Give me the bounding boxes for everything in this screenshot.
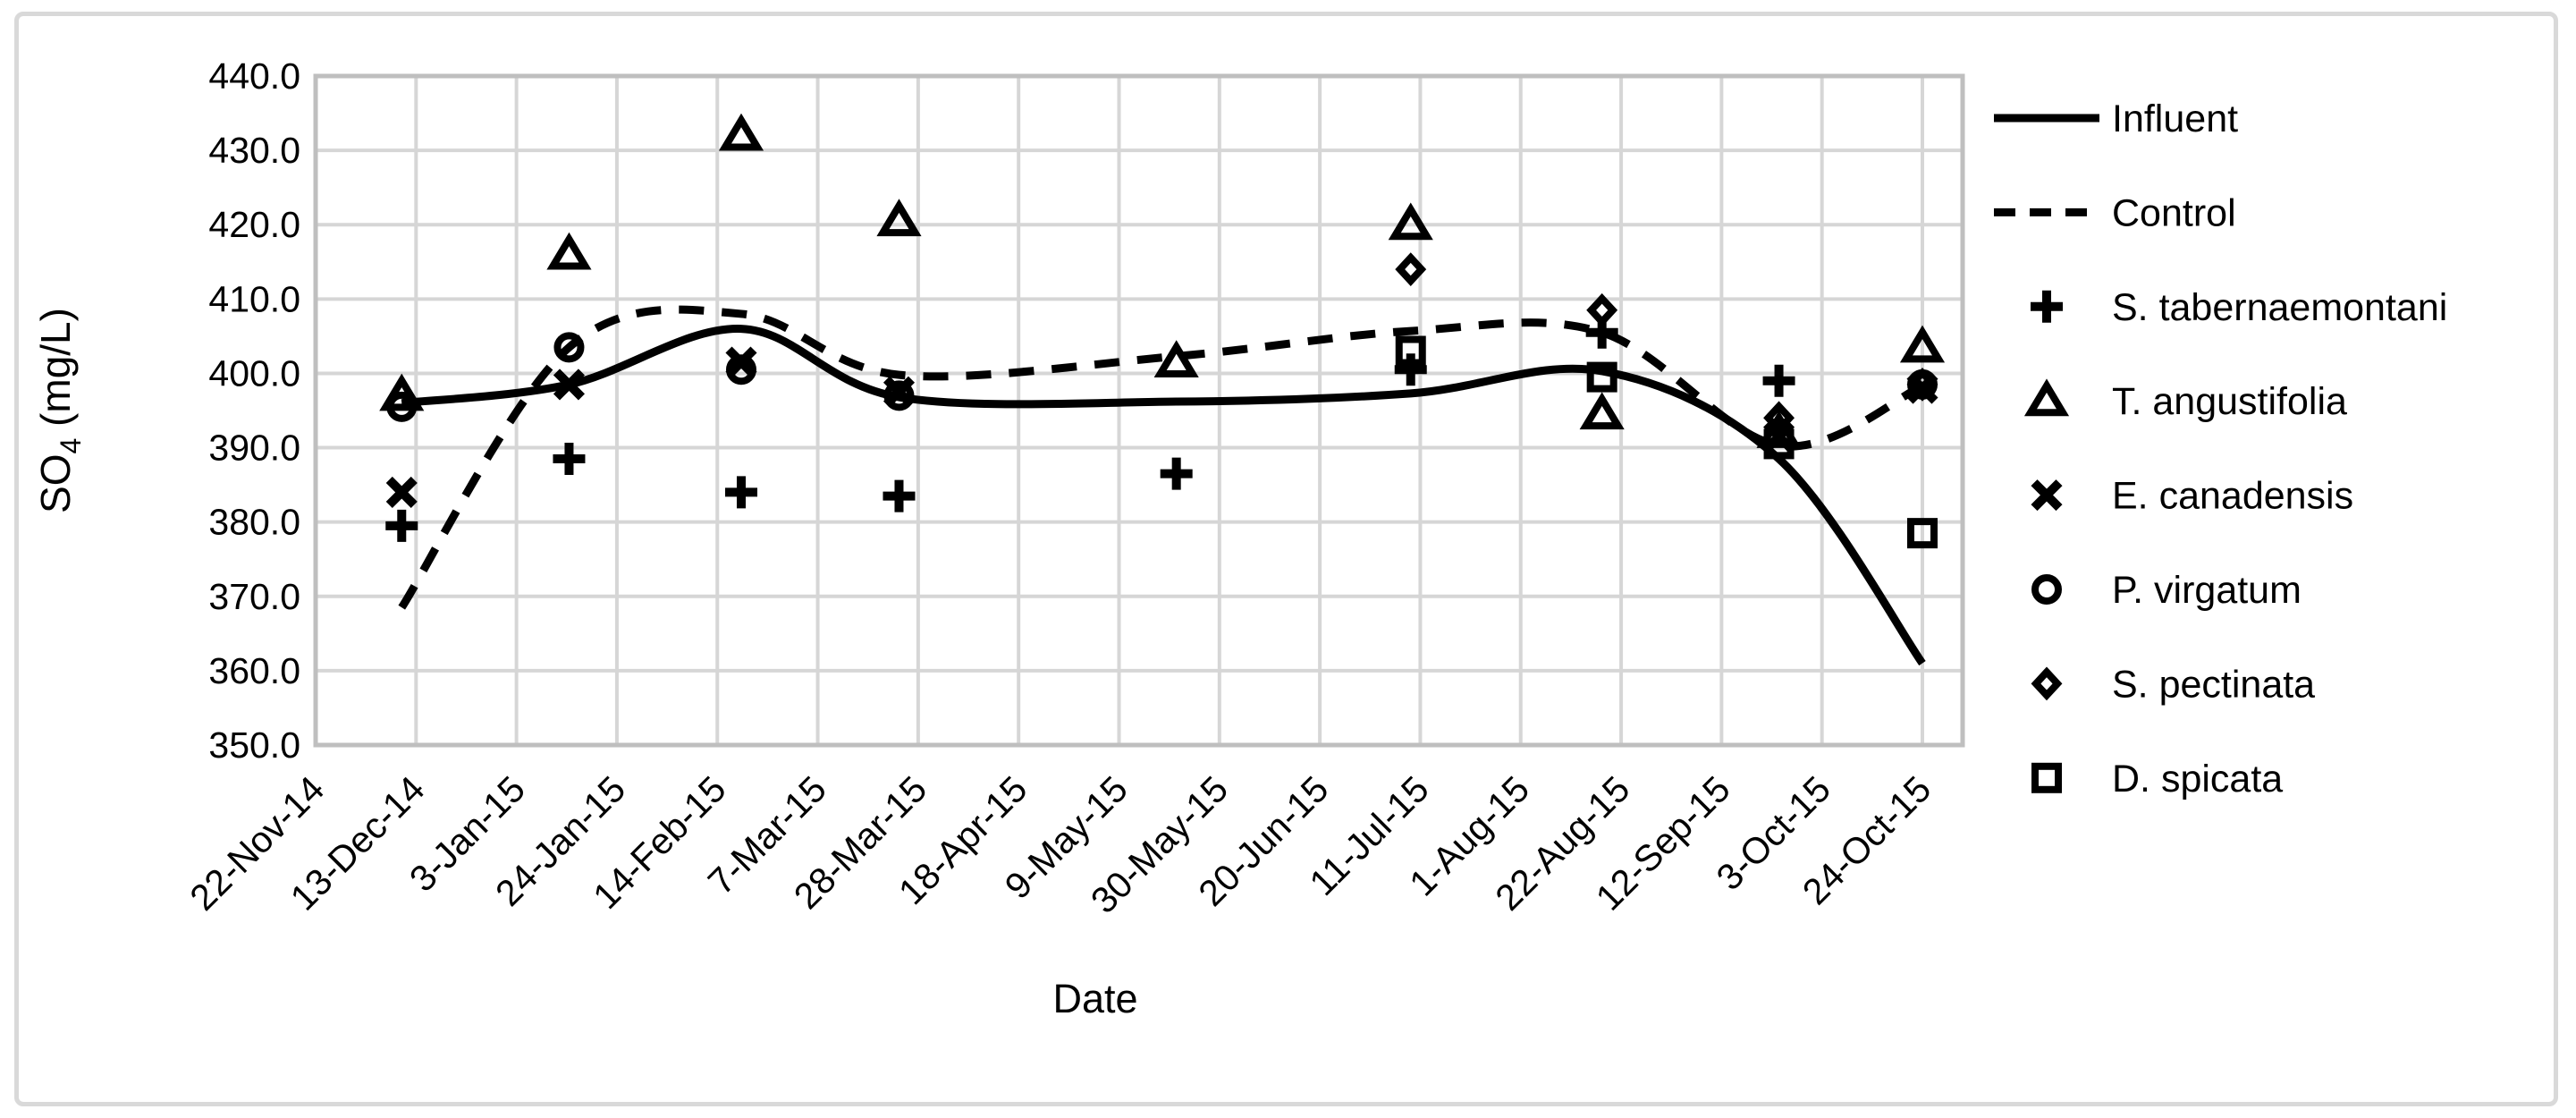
triangle-marker-icon xyxy=(546,232,592,270)
diamond-marker-icon xyxy=(2031,666,2063,701)
legend-item-control: Control xyxy=(1994,191,2236,234)
y-tick-label: 400.0 xyxy=(208,352,300,394)
square-marker-icon xyxy=(1586,361,1617,393)
legend-label: Influent xyxy=(2112,97,2238,140)
plus-marker-icon xyxy=(724,476,757,509)
triangle-marker-icon xyxy=(379,373,425,411)
triangle-marker-icon xyxy=(1899,325,1946,363)
plus-marker-icon xyxy=(2031,290,2063,323)
y-tick-label: 360.0 xyxy=(208,650,300,691)
y-tick-label: 350.0 xyxy=(208,724,300,766)
legend-item-s-pectinata: S. pectinata xyxy=(2031,663,2315,706)
square-marker-icon xyxy=(2031,762,2062,793)
circle-marker-icon xyxy=(553,332,585,363)
plus-marker-icon xyxy=(385,509,418,542)
legend-item-s-tabernaemontani: S. tabernaemontani xyxy=(2031,286,2447,329)
plot-border xyxy=(313,73,1965,748)
series-d-spicata xyxy=(1395,335,1938,549)
y-tick-label: 370.0 xyxy=(208,576,300,617)
series-s-tabernaemontani xyxy=(385,316,1795,542)
legend-label: S. tabernaemontani xyxy=(2112,286,2447,329)
y-tick-label: 420.0 xyxy=(208,204,300,245)
legend: Influent Control S. tabernaemontani T. angu… xyxy=(1994,97,2447,800)
triangle-marker-icon xyxy=(1153,340,1199,377)
circle-marker-icon xyxy=(883,380,915,411)
legend-item-e-canadensis: E. canadensis xyxy=(2031,475,2353,518)
circle-marker-icon xyxy=(725,354,756,385)
y-tick-label: 410.0 xyxy=(208,278,300,319)
legend-label: Control xyxy=(2112,191,2236,234)
x-axis-tick-labels: 22-Nov-1413-Dec-143-Jan-1524-Jan-1514-Fe… xyxy=(182,768,1938,921)
square-marker-icon xyxy=(1763,428,1795,460)
plus-marker-icon xyxy=(1394,353,1427,386)
legend-label: E. canadensis xyxy=(2112,475,2353,518)
circle-marker-icon xyxy=(386,391,418,422)
legend-item-influent: Influent xyxy=(1994,97,2238,140)
square-marker-icon xyxy=(1395,335,1426,367)
y-tick-label: 430.0 xyxy=(208,130,300,171)
control-line xyxy=(398,305,1924,610)
y-axis-tick-labels: 440.0 430.0 420.0 410.0 400.0 390.0 380.0 370.0… xyxy=(208,55,300,766)
legend-item-t-angustifolia: T. angustifolia xyxy=(2023,378,2347,423)
plus-marker-icon xyxy=(1160,457,1193,490)
influent-line xyxy=(401,325,1926,666)
diamond-marker-icon xyxy=(1586,292,1618,327)
legend-item-d-spicata: D. spicata xyxy=(2031,758,2283,800)
y-axis-title: SO4 (mg/L) xyxy=(32,308,87,513)
x-marker-icon xyxy=(2031,479,2063,512)
y-tick-label: 380.0 xyxy=(208,502,300,543)
x-marker-icon xyxy=(385,476,418,508)
y-tick-label: 440.0 xyxy=(208,55,300,97)
triangle-marker-icon xyxy=(2023,378,2070,417)
legend-label: S. pectinata xyxy=(2112,663,2315,706)
triangle-marker-icon xyxy=(1579,392,1625,430)
legend-label: P. virgatum xyxy=(2112,569,2302,612)
diamond-marker-icon xyxy=(1906,368,1938,402)
plus-marker-icon xyxy=(553,443,586,476)
triangle-marker-icon xyxy=(876,199,922,237)
legend-label: T. angustifolia xyxy=(2112,380,2347,423)
x-marker-icon xyxy=(553,368,585,401)
y-tick-label: 390.0 xyxy=(208,428,300,469)
square-marker-icon xyxy=(1907,518,1938,549)
legend-item-p-virgatum: P. virgatum xyxy=(2031,569,2302,612)
triangle-marker-icon xyxy=(718,113,764,151)
x-axis-title: Date xyxy=(1052,976,1137,1021)
plus-marker-icon xyxy=(1762,364,1795,397)
plus-marker-icon xyxy=(883,479,916,512)
diamond-marker-icon xyxy=(1395,252,1427,286)
circle-marker-icon xyxy=(2031,574,2062,605)
series-s-pectinata xyxy=(1395,252,1938,436)
legend-label: D. spicata xyxy=(2112,758,2283,800)
triangle-marker-icon xyxy=(1388,202,1433,241)
